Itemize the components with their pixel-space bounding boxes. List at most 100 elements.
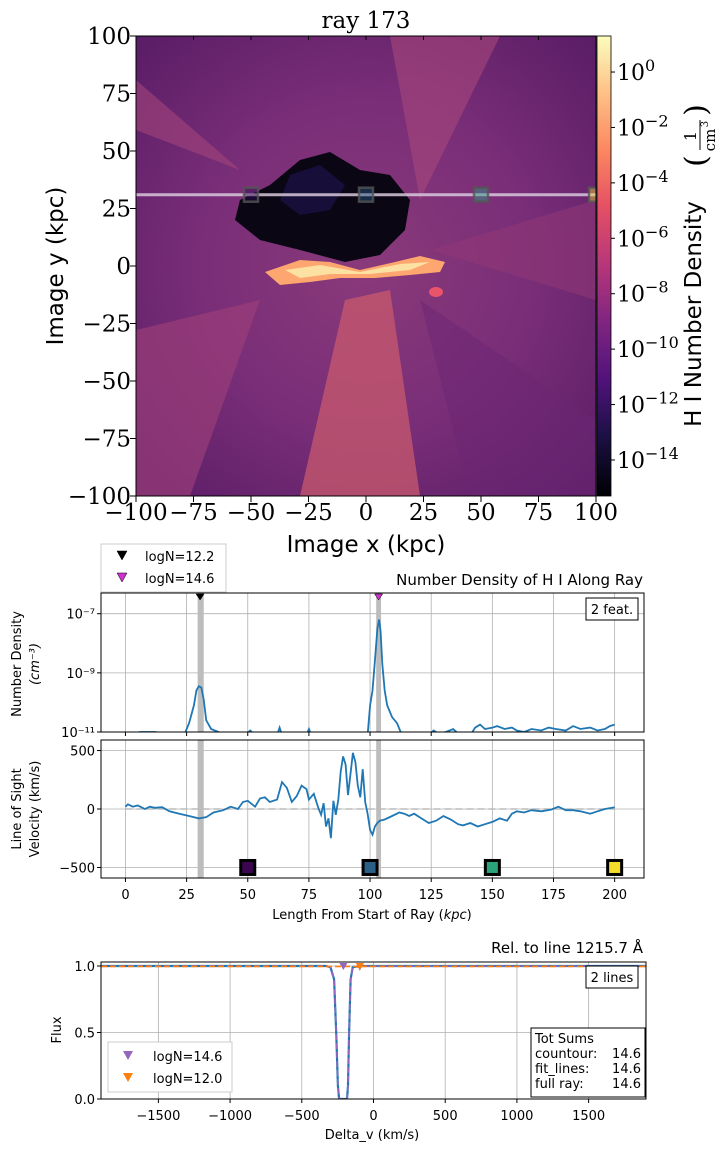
flux-ticks: −1500 −1000 −500 0 500 1000 1500 1.0 0.5 0.0 (74, 960, 605, 1124)
map-ray-marker (472, 186, 490, 203)
map-x-tick-label: −75 (169, 500, 218, 526)
map-title: ray 173 (322, 8, 411, 34)
flux-y-tick-label: 1.0 (74, 960, 95, 975)
map-wedge-upper-left (136, 80, 240, 170)
velocity-x-label: Length From Start of Ray (kpc) (272, 908, 472, 923)
map-ray-marker (357, 186, 375, 203)
flux-annotation-box (585, 965, 639, 989)
colorbar-tick-base: 10 (617, 338, 645, 363)
flux-legend-marker (123, 1051, 133, 1060)
map-x-tick-label: 25 (409, 500, 438, 526)
map-x-tick-label: 50 (466, 500, 495, 526)
density-y-tick-label: 10⁻⁷ (66, 608, 95, 623)
colorbar-unit-den-base: cm (701, 129, 719, 152)
flux-legend-marker (123, 1073, 133, 1082)
flux-x-tick-label: 0 (369, 1109, 377, 1124)
map-y-tick-label: 50 (102, 139, 131, 165)
map-wedge-lower-left (136, 300, 260, 496)
colorbar-tick-exp: −2 (645, 111, 669, 130)
density-y-tick-label: 10⁻⁹ (66, 667, 95, 682)
flux-legend-label: logN=12.0 (153, 1072, 222, 1087)
colorbar (596, 35, 612, 497)
colorbar-unit-exp: 3 (700, 121, 711, 127)
density-feature-marker (374, 593, 384, 601)
colorbar-tick-label: 10−8 (617, 278, 669, 308)
map-y-tick-label: −75 (82, 427, 131, 453)
velocity-ray-markers (239, 858, 624, 876)
density-legend-marker (116, 572, 128, 583)
colorbar-tick-base: 10 (617, 61, 645, 86)
density-line (247, 729, 254, 732)
flux-totsums-value: 14.6 (612, 1047, 641, 1062)
density-annotation: 2 feat. (585, 597, 639, 621)
velocity-series (124, 752, 615, 839)
flux-x-tick-label: −1000 (208, 1109, 252, 1124)
colorbar-tick-label: 10−14 (617, 444, 679, 474)
velocity-x-label-unit: kpc (444, 908, 467, 923)
velocity-x-tick-label: 0 (121, 888, 129, 903)
colorbar-tick-exp: −4 (645, 167, 669, 186)
map-y-tick-label: 25 (102, 197, 131, 223)
velocity-x-tick-label: 50 (239, 888, 256, 903)
density-map (136, 36, 596, 496)
density-series (135, 619, 615, 732)
colorbar-tick-exp: −6 (645, 222, 669, 241)
ray-markers (242, 186, 596, 203)
density-annotation-box (585, 597, 639, 621)
density-line (184, 684, 221, 732)
map-ray-marker (242, 186, 260, 203)
map-wedge-bottom-right (420, 300, 596, 496)
colorbar-tick-label: 10−2 (617, 111, 669, 141)
colorbar-tick-base: 10 (617, 283, 645, 308)
map-y-label: Image y (kpc) (43, 187, 69, 346)
flux-y-label: Flux (50, 1016, 65, 1043)
density-line (366, 619, 402, 732)
flux-totsums-box (530, 1027, 646, 1098)
map-x-tick-label: −50 (227, 500, 276, 526)
colorbar-label-text: H I Number Density (681, 201, 707, 427)
colorbar-tick-base: 10 (617, 449, 645, 474)
flux-line-markers (339, 963, 364, 970)
velocity-x-label-text: Length From Start of Ray ( (272, 908, 443, 923)
velocity-x-tick-label: 125 (419, 888, 444, 903)
velocity-y-label-1: Line of Sight (10, 768, 25, 849)
flux-title: Rel. to line 1215.7 Å (491, 938, 644, 957)
density-legend-label: logN=14.6 (145, 572, 214, 587)
density-frame (100, 592, 645, 733)
density-y-tick-label: 10⁻¹¹ (61, 726, 95, 741)
velocity-x-tick-label: 200 (602, 888, 627, 903)
velocity-y-tick-label: 500 (70, 745, 95, 760)
colorbar-tick-label: 10−12 (617, 389, 679, 419)
density-line (277, 724, 282, 732)
flux-x-tick-label: 500 (433, 1109, 458, 1124)
colorbar-tick-label: 10−10 (617, 333, 679, 363)
flux-x-tick-label: 1000 (500, 1109, 533, 1124)
colorbar-tick-exp: −10 (645, 333, 679, 352)
colorbar-tick-exp: −14 (645, 444, 679, 463)
velocity-y-tick-label: 0 (87, 803, 95, 818)
map-dark-region-2 (280, 165, 345, 215)
colorbar-label: H I Number Density ( 1 cm 3 ) (679, 104, 719, 427)
map-ticks: −100 −75 −50 −25 0 25 50 75 1001007550250−25−50−… (68, 24, 618, 526)
colorbar-tick-base: 10 (617, 172, 645, 197)
density-line (471, 723, 615, 732)
velocity-y-label-2: Velocity (km/s) (28, 761, 43, 858)
density-legend-label: logN=12.2 (145, 550, 214, 565)
velocity-x-tick-label: 100 (358, 888, 383, 903)
density-feature-marker (195, 593, 205, 601)
flux-annotation: 2 lines (585, 965, 639, 989)
flux-x-tick-label: −1500 (136, 1109, 180, 1124)
colorbar-tick-exp: −8 (645, 278, 669, 297)
density-feature-band (376, 593, 382, 732)
density-feature-band (197, 593, 204, 732)
flux-totsums-label: full ray: (535, 1077, 584, 1092)
map-x-tick-label: −100 (104, 500, 167, 526)
map-y-tick-label: −100 (68, 484, 131, 510)
flux-totsums-value: 14.6 (612, 1062, 641, 1077)
map-wedge-upper-right (390, 36, 500, 200)
colorbar-unit-num: 1 (681, 131, 700, 141)
velocity-ray-marker (361, 858, 379, 876)
flux-x-label: Delta_v (km/s) (325, 1128, 420, 1143)
